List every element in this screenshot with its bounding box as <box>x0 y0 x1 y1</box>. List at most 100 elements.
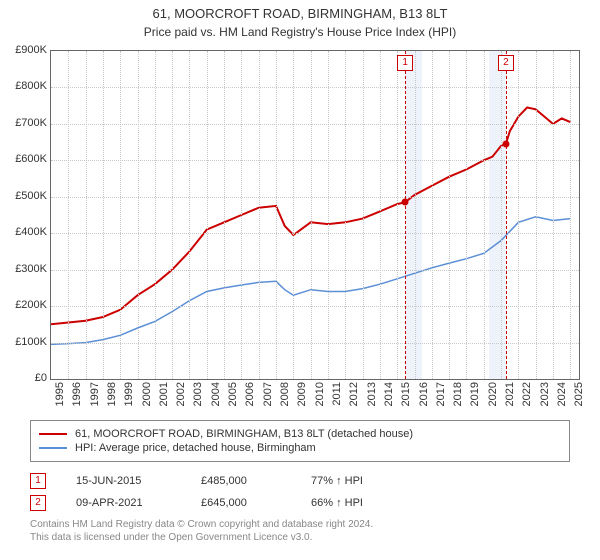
x-tick-label: 2001 <box>158 382 170 412</box>
gridline-v <box>432 51 433 379</box>
y-tick-label: £0 <box>2 372 47 384</box>
x-tick-label: 2020 <box>487 382 499 412</box>
x-tick-label: 1995 <box>54 382 66 412</box>
gridline-h <box>51 270 579 271</box>
gridline-h <box>51 160 579 161</box>
gridline-v <box>189 51 190 379</box>
x-tick-label: 2007 <box>262 382 274 412</box>
x-tick-label: 2025 <box>573 382 585 412</box>
sale-marker-line <box>405 51 406 379</box>
gridline-v <box>276 51 277 379</box>
y-tick-label: £800K <box>2 80 47 92</box>
x-tick-label: 2022 <box>521 382 533 412</box>
gridline-h <box>51 197 579 198</box>
y-tick-label: £400K <box>2 226 47 238</box>
x-tick-label: 2023 <box>539 382 551 412</box>
y-tick-label: £300K <box>2 263 47 275</box>
legend-label-price-paid: 61, MOORCROFT ROAD, BIRMINGHAM, B13 8LT … <box>75 428 413 440</box>
gridline-v <box>328 51 329 379</box>
x-tick-label: 2004 <box>210 382 222 412</box>
footer-line-2: This data is licensed under the Open Gov… <box>30 531 570 544</box>
x-tick-label: 2016 <box>418 382 430 412</box>
sale-price: £485,000 <box>201 475 281 487</box>
y-tick-label: £700K <box>2 117 47 129</box>
gridline-v <box>68 51 69 379</box>
gridline-v <box>172 51 173 379</box>
x-tick-label: 1998 <box>106 382 118 412</box>
chart-title: 61, MOORCROFT ROAD, BIRMINGHAM, B13 8LT <box>0 0 600 23</box>
chart-subtitle: Price paid vs. HM Land Registry's House … <box>0 23 600 39</box>
gridline-h <box>51 87 579 88</box>
x-tick-label: 2019 <box>469 382 481 412</box>
sale-row: 2 09-APR-2021 £645,000 66% ↑ HPI <box>30 492 570 514</box>
legend-swatch-price-paid <box>39 433 67 435</box>
gridline-v <box>415 51 416 379</box>
gridline-v <box>518 51 519 379</box>
sale-hpi: 66% ↑ HPI <box>311 497 401 509</box>
legend-item-price-paid: 61, MOORCROFT ROAD, BIRMINGHAM, B13 8LT … <box>39 427 561 441</box>
gridline-h <box>51 306 579 307</box>
legend-item-hpi: HPI: Average price, detached house, Birm… <box>39 441 561 455</box>
sale-date: 15-JUN-2015 <box>76 475 171 487</box>
gridline-v <box>224 51 225 379</box>
line-layer <box>51 51 579 379</box>
x-tick-label: 2006 <box>244 382 256 412</box>
x-tick-label: 2017 <box>435 382 447 412</box>
gridline-v <box>241 51 242 379</box>
gridline-h <box>51 233 579 234</box>
x-tick-label: 2013 <box>366 382 378 412</box>
sale-marker-dot <box>402 199 409 206</box>
gridline-v <box>311 51 312 379</box>
x-tick-label: 2021 <box>504 382 516 412</box>
legend-swatch-hpi <box>39 447 67 449</box>
sale-marker-dot <box>502 140 509 147</box>
chart-container: 61, MOORCROFT ROAD, BIRMINGHAM, B13 8LT … <box>0 0 600 560</box>
x-tick-label: 2003 <box>192 382 204 412</box>
footer-line-1: Contains HM Land Registry data © Crown c… <box>30 518 570 531</box>
gridline-h <box>51 343 579 344</box>
x-tick-label: 2005 <box>227 382 239 412</box>
sale-marker-box: 2 <box>498 55 514 71</box>
sale-marker-box: 1 <box>397 55 413 71</box>
y-tick-label: £900K <box>2 44 47 56</box>
y-tick-label: £200K <box>2 299 47 311</box>
x-tick-label: 2015 <box>400 382 412 412</box>
x-tick-label: 2018 <box>452 382 464 412</box>
x-tick-label: 2009 <box>296 382 308 412</box>
gridline-v <box>380 51 381 379</box>
x-tick-label: 2010 <box>314 382 326 412</box>
gridline-v <box>363 51 364 379</box>
gridline-v <box>103 51 104 379</box>
x-tick-label: 2024 <box>556 382 568 412</box>
x-tick-label: 2011 <box>331 382 343 412</box>
sale-date: 09-APR-2021 <box>76 497 171 509</box>
gridline-v <box>553 51 554 379</box>
y-tick-label: £600K <box>2 153 47 165</box>
gridline-v <box>293 51 294 379</box>
gridline-v <box>570 51 571 379</box>
gridline-v <box>449 51 450 379</box>
y-tick-label: £100K <box>2 336 47 348</box>
attribution-footer: Contains HM Land Registry data © Crown c… <box>30 518 570 544</box>
gridline-v <box>207 51 208 379</box>
sale-hpi: 77% ↑ HPI <box>311 475 401 487</box>
x-tick-label: 1999 <box>123 382 135 412</box>
sale-marker-line <box>506 51 507 379</box>
x-tick-label: 2000 <box>141 382 153 412</box>
gridline-v <box>86 51 87 379</box>
sale-price: £645,000 <box>201 497 281 509</box>
gridline-v <box>120 51 121 379</box>
gridline-h <box>51 124 579 125</box>
gridline-v <box>345 51 346 379</box>
sale-marker-1: 1 <box>30 473 46 489</box>
gridline-v <box>536 51 537 379</box>
gridline-v <box>397 51 398 379</box>
x-tick-label: 1997 <box>89 382 101 412</box>
gridline-v <box>155 51 156 379</box>
gridline-v <box>466 51 467 379</box>
legend: 61, MOORCROFT ROAD, BIRMINGHAM, B13 8LT … <box>30 420 570 462</box>
x-tick-label: 1996 <box>71 382 83 412</box>
sales-table: 1 15-JUN-2015 £485,000 77% ↑ HPI 2 09-AP… <box>30 470 570 514</box>
y-tick-label: £500K <box>2 190 47 202</box>
gridline-v <box>259 51 260 379</box>
